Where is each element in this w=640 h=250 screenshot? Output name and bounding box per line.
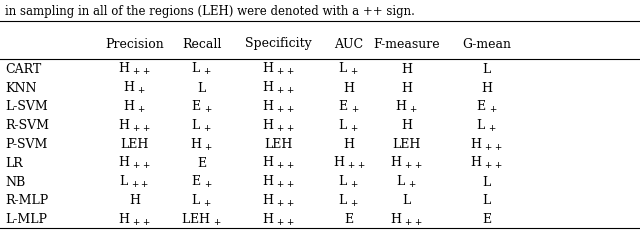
- Text: L: L: [483, 194, 490, 207]
- Text: H $_{++}$: H $_{++}$: [470, 155, 502, 171]
- Text: L $_{+}$: L $_{+}$: [339, 192, 359, 208]
- Text: LEH: LEH: [264, 138, 292, 150]
- Text: P-SVM: P-SVM: [5, 138, 47, 150]
- Text: H: H: [129, 194, 140, 207]
- Text: H: H: [343, 138, 355, 150]
- Text: H: H: [401, 63, 412, 76]
- Text: E: E: [344, 212, 353, 226]
- Text: KNN: KNN: [5, 81, 36, 94]
- Text: AUC: AUC: [334, 37, 364, 50]
- Text: H $_{+}$: H $_{+}$: [190, 136, 213, 152]
- Text: R-MLP: R-MLP: [5, 194, 48, 207]
- Text: H $_{++}$: H $_{++}$: [118, 155, 150, 171]
- Text: L-SVM: L-SVM: [5, 100, 48, 113]
- Text: L: L: [198, 81, 205, 94]
- Text: E $_{+}$: E $_{+}$: [191, 98, 212, 114]
- Text: H $_{++}$: H $_{++}$: [390, 155, 422, 171]
- Text: LEH: LEH: [392, 138, 420, 150]
- Text: in sampling in all of the regions (LEH) were denoted with a ++ sign.: in sampling in all of the regions (LEH) …: [5, 6, 415, 18]
- Text: H $_{++}$: H $_{++}$: [262, 117, 294, 133]
- Text: H $_{++}$: H $_{++}$: [262, 61, 294, 77]
- Text: G-mean: G-mean: [462, 37, 511, 50]
- Text: H $_{++}$: H $_{++}$: [118, 117, 150, 133]
- Text: L $_{+}$: L $_{+}$: [476, 117, 497, 133]
- Text: E $_{+}$: E $_{+}$: [476, 98, 497, 114]
- Text: F-measure: F-measure: [373, 37, 440, 50]
- Text: H: H: [401, 81, 412, 94]
- Text: E $_{+}$: E $_{+}$: [191, 174, 212, 190]
- Text: L $_{+}$: L $_{+}$: [191, 117, 212, 133]
- Text: R-SVM: R-SVM: [5, 119, 49, 132]
- Text: H: H: [343, 81, 355, 94]
- Text: H $_{+}$: H $_{+}$: [123, 98, 146, 114]
- Text: H $_{++}$: H $_{++}$: [470, 136, 502, 152]
- Text: L: L: [403, 194, 410, 207]
- Text: L $_{+}$: L $_{+}$: [339, 61, 359, 77]
- Text: H $_{++}$: H $_{++}$: [262, 155, 294, 171]
- Text: H $_{++}$: H $_{++}$: [118, 211, 150, 227]
- Text: E: E: [482, 212, 491, 226]
- Text: L $_{+}$: L $_{+}$: [396, 174, 417, 190]
- Text: H $_{++}$: H $_{++}$: [262, 174, 294, 190]
- Text: L-MLP: L-MLP: [5, 212, 47, 226]
- Text: LR: LR: [5, 156, 23, 169]
- Text: H $_{++}$: H $_{++}$: [262, 211, 294, 227]
- Text: L $_{++}$: L $_{++}$: [120, 174, 149, 190]
- Text: H $_{++}$: H $_{++}$: [262, 80, 294, 96]
- Text: CART: CART: [5, 63, 41, 76]
- Text: H: H: [481, 81, 492, 94]
- Text: NB: NB: [5, 175, 25, 188]
- Text: Precision: Precision: [105, 37, 164, 50]
- Text: H $_{+}$: H $_{+}$: [395, 98, 418, 114]
- Text: Specificity: Specificity: [245, 37, 312, 50]
- Text: H $_{++}$: H $_{++}$: [262, 192, 294, 208]
- Text: H: H: [401, 119, 412, 132]
- Text: H $_{++}$: H $_{++}$: [333, 155, 365, 171]
- Text: E: E: [197, 156, 206, 169]
- Text: H $_{++}$: H $_{++}$: [262, 98, 294, 114]
- Text: E $_{+}$: E $_{+}$: [338, 98, 360, 114]
- Text: L: L: [483, 175, 490, 188]
- Text: L $_{+}$: L $_{+}$: [339, 174, 359, 190]
- Text: LEH: LEH: [120, 138, 148, 150]
- Text: H $_{++}$: H $_{++}$: [118, 61, 150, 77]
- Text: L $_{+}$: L $_{+}$: [191, 61, 212, 77]
- Text: Recall: Recall: [182, 37, 221, 50]
- Text: L $_{+}$: L $_{+}$: [339, 117, 359, 133]
- Text: H $_{+}$: H $_{+}$: [123, 80, 146, 96]
- Text: LEH $_{+}$: LEH $_{+}$: [181, 211, 222, 227]
- Text: L $_{+}$: L $_{+}$: [191, 192, 212, 208]
- Text: H $_{++}$: H $_{++}$: [390, 211, 422, 227]
- Text: L: L: [483, 63, 490, 76]
